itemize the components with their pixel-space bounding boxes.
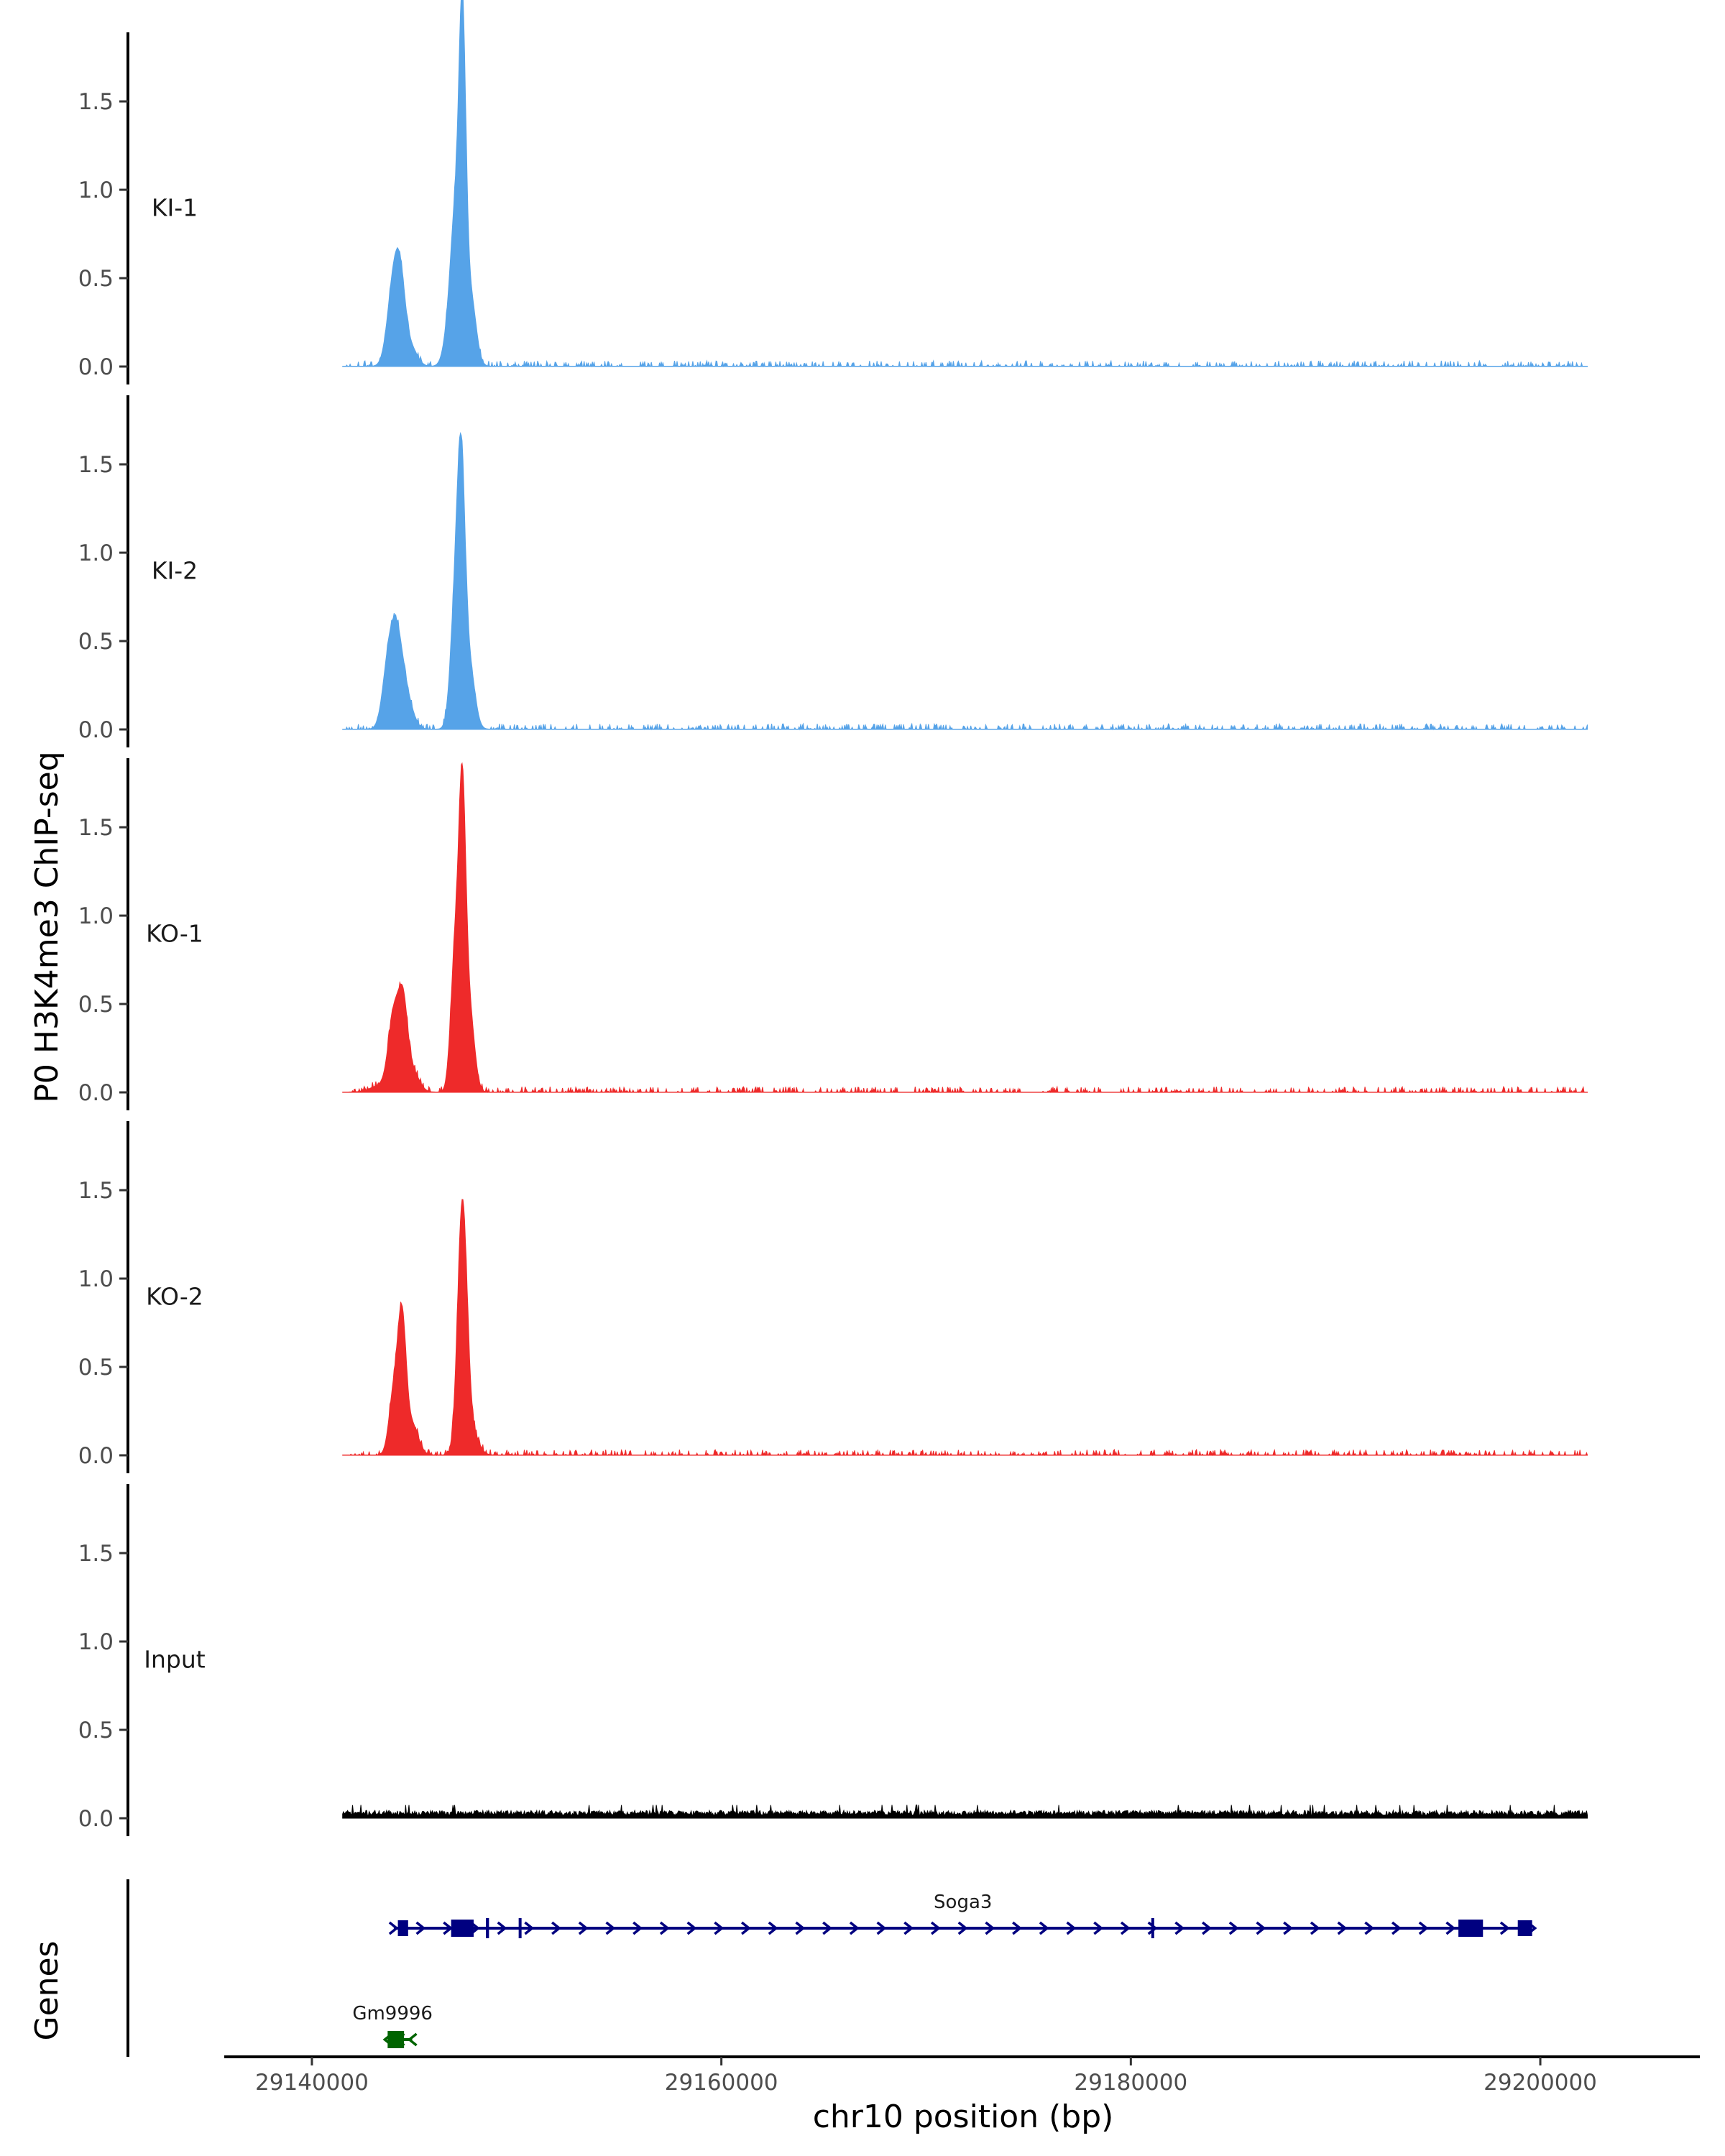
- y-tick-label: 0.5: [78, 1355, 114, 1381]
- strand-chevron: [1066, 1921, 1077, 1935]
- gene-exon: [1517, 1920, 1532, 1936]
- strand-chevron: [849, 1921, 860, 1935]
- track-label: KO-2: [146, 1283, 203, 1311]
- strand-chevron: [497, 1921, 507, 1935]
- y-tick-label: 0.0: [78, 1080, 114, 1106]
- y-axis-title: P0 H3K4me3 ChIP-seq: [29, 751, 65, 1102]
- genes-axis-title: Genes: [29, 1940, 65, 2040]
- gene-exon: [486, 1918, 489, 1938]
- y-tick-label: 1.0: [78, 1629, 114, 1655]
- strand-chevron: [1310, 1921, 1320, 1935]
- signal-area-ki-2: [342, 431, 1588, 731]
- signal-area-input: [342, 1805, 1588, 1819]
- gene-exon: [1151, 1918, 1154, 1938]
- y-tick-label: 1.0: [78, 540, 114, 566]
- gene-gm9996: Gm9996: [352, 2003, 433, 2048]
- y-tick-label: 0.5: [78, 1718, 114, 1743]
- y-tick-label: 0.0: [78, 354, 114, 380]
- gene-exon: [387, 2031, 405, 2048]
- strand-chevron: [795, 1921, 806, 1935]
- gene-track: Soga3 Gm9996: [126, 1879, 1537, 2057]
- strand-chevron: [578, 1921, 589, 1935]
- y-tick-label: 1.0: [78, 903, 114, 929]
- gene-exon: [397, 1920, 408, 1936]
- gene-exon: [518, 1918, 522, 1938]
- track-label: Input: [144, 1646, 206, 1674]
- strand-chevron: [876, 1921, 887, 1935]
- strand-chevron: [1392, 1921, 1402, 1935]
- track-label: KI-1: [152, 194, 198, 222]
- strand-chevron: [551, 1921, 561, 1935]
- track-label: KI-2: [152, 557, 198, 585]
- track-panel-ko-1: 0.0 0.5 1.0 1.5 KO-1: [78, 758, 1588, 1110]
- strand-chevron: [1499, 1921, 1510, 1935]
- y-tick-label: 0.5: [78, 629, 114, 655]
- x-tick-label: 29160000: [665, 2070, 778, 2096]
- y-tick-label: 1.5: [78, 1178, 114, 1204]
- tracks: 0.0 0.5 1.0 1.5 KI-1 0.0 0.5 1.0 1.5 KI-2 0.0 0.5 1.…: [78, 0, 1588, 1836]
- y-tick-label: 0.5: [78, 266, 114, 292]
- strand-chevron: [1120, 1921, 1131, 1935]
- strand-chevron: [524, 1921, 535, 1935]
- strand-chevron: [1283, 1921, 1294, 1935]
- y-tick-label: 1.5: [78, 89, 114, 115]
- strand-chevron: [740, 1921, 751, 1935]
- signal-area-ko-2: [342, 1199, 1588, 1457]
- strand-chevron: [903, 1921, 914, 1935]
- strand-chevron: [1445, 1921, 1456, 1935]
- track-panel-ki-2: 0.0 0.5 1.0 1.5 KI-2: [78, 395, 1588, 747]
- y-tick-label: 0.5: [78, 992, 114, 1018]
- strand-chevron: [388, 1921, 399, 1935]
- y-tick-label: 1.0: [78, 178, 114, 203]
- y-tick-label: 1.5: [78, 452, 114, 478]
- y-tick-label: 1.5: [78, 1541, 114, 1567]
- x-axis-title: chr10 position (bp): [813, 2099, 1114, 2135]
- strand-chevron: [1012, 1921, 1022, 1935]
- strand-chevron: [1256, 1921, 1266, 1935]
- track-panel-input: 0.0 0.5 1.0 1.5 Input: [78, 1484, 1588, 1836]
- signal-area-ko-1: [342, 762, 1588, 1094]
- signal-area-ki-1: [342, 0, 1588, 368]
- y-tick-label: 1.0: [78, 1266, 114, 1292]
- strand-chevron: [443, 1921, 454, 1935]
- strand-chevron: [632, 1921, 643, 1935]
- strand-chevron: [768, 1921, 778, 1935]
- track-label: KO-1: [146, 920, 203, 948]
- x-axis: 29140000 29160000 29180000 29200000: [224, 2055, 1700, 2096]
- gene-name-label: Soga3: [934, 1892, 992, 1913]
- strand-chevron: [1337, 1921, 1348, 1935]
- gene-exon: [451, 1920, 474, 1937]
- strand-chevron: [415, 1921, 426, 1935]
- strand-chevron: [930, 1921, 941, 1935]
- strand-chevron: [1202, 1921, 1212, 1935]
- y-tick-label: 0.0: [78, 717, 114, 743]
- strand-chevron: [957, 1921, 968, 1935]
- strand-chevron: [659, 1921, 670, 1935]
- gene-name-label: Gm9996: [352, 2003, 433, 2024]
- y-tick-label: 0.0: [78, 1443, 114, 1469]
- strand-chevron: [714, 1921, 724, 1935]
- track-panel-ko-2: 0.0 0.5 1.0 1.5 KO-2: [78, 1121, 1588, 1473]
- strand-chevron: [1418, 1921, 1429, 1935]
- y-tick-label: 0.0: [78, 1806, 114, 1832]
- strand-chevron: [1039, 1921, 1049, 1935]
- x-tick-label: 29140000: [255, 2070, 369, 2096]
- gene-soga3: Soga3: [388, 1892, 1537, 1938]
- strand-chevron: [605, 1921, 616, 1935]
- strand-chevron: [985, 1921, 995, 1935]
- strand-chevron: [1093, 1921, 1104, 1935]
- strand-chevron: [1147, 1921, 1158, 1935]
- strand-chevron: [686, 1921, 697, 1935]
- strand-chevron: [822, 1921, 833, 1935]
- gene-exon: [1458, 1920, 1484, 1937]
- y-tick-label: 1.5: [78, 815, 114, 841]
- x-tick-label: 29180000: [1074, 2070, 1187, 2096]
- strand-chevron: [1174, 1921, 1185, 1935]
- track-panel-ki-1: 0.0 0.5 1.0 1.5 KI-1: [78, 0, 1588, 384]
- strand-chevron: [407, 2032, 418, 2047]
- strand-chevron: [1228, 1921, 1239, 1935]
- strand-chevron: [1364, 1921, 1375, 1935]
- x-tick-label: 29200000: [1484, 2070, 1597, 2096]
